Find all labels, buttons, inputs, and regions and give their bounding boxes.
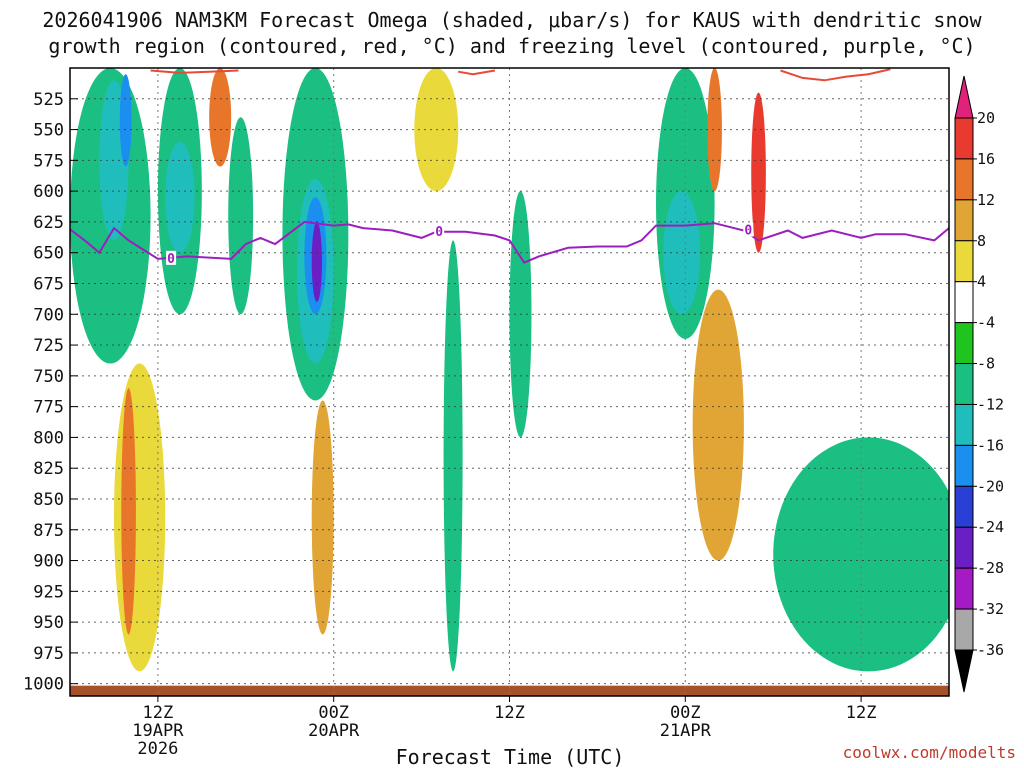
omega-region-downward [121,388,136,635]
y-tick-label: 1000 [23,675,64,695]
y-tick-label: 775 [33,398,64,418]
omega-region-downward [692,289,744,561]
freezing-level-label: 0 [744,224,752,239]
colorbar-bin [954,158,974,201]
chart-title-line2: growth region (contoured, red, °C) and f… [48,34,975,58]
colorbar-label: -16 [977,436,1004,454]
omega-region-upward [311,221,322,302]
y-tick-label: 800 [33,428,64,448]
colorbar-label: -36 [977,641,1004,659]
colorbar-label: -24 [977,518,1004,536]
plot-area [70,68,949,696]
colorbar-bin [954,363,974,405]
y-tick-label: 975 [33,644,64,664]
colorbar-bin [954,567,974,610]
y-tick-label: 850 [33,490,64,510]
colorbar-label: 8 [977,232,986,250]
y-tick-label: 575 [33,151,64,171]
x-tick-label: 12Z [494,703,525,723]
omega-region-downward [751,92,766,253]
colorbar-bin [954,485,974,528]
omega-region-upward [443,240,463,672]
x-tick-label: 20APR [308,721,360,741]
colorbar-bin [954,608,974,651]
colorbar-bin [954,526,974,569]
colorbar-bin [954,444,974,487]
y-tick-label: 750 [33,367,64,387]
colorbar: 20 16 12 8 4 -4 -8 -12 -16 -20 -24 -28 -32 -36 [954,75,1004,693]
x-tick-label: 12Z [846,703,877,723]
colorbar-label: -8 [977,355,995,373]
y-tick-label: 925 [33,582,64,602]
chart-title-line1: 2026041906 NAM3KM Forecast Omega (shaded… [42,8,982,32]
freezing-level-label: 0 [167,252,175,267]
colorbar-bin [954,240,974,283]
omega-region-upward [773,437,949,672]
omega-region-upward [228,117,254,315]
y-tick-label: 650 [33,244,64,264]
x-tick-label: 19APR [132,721,184,741]
colorbar-label: 20 [977,109,995,127]
y-axis: 525 550 575 600 625 650 675 700 725 750 775 800 825 8… [23,90,78,695]
colorbar-label: -28 [977,559,1004,577]
colorbar-label: -20 [977,477,1004,495]
y-tick-label: 525 [33,90,64,110]
colorbar-bin [954,281,974,324]
credit-link[interactable]: coolwx.com/modelts [843,743,1016,762]
y-tick-label: 675 [33,274,64,294]
freezing-label-bg [434,223,445,238]
omega-region-downward [311,400,334,635]
x-axis-title: Forecast Time (UTC) [396,745,625,768]
y-tick-label: 600 [33,182,64,202]
y-tick-label: 725 [33,336,64,356]
grid-lines [70,68,949,696]
dgz-contour-line [780,68,891,82]
ground-surface [70,685,949,696]
y-tick-label: 700 [33,305,64,325]
colorbar-label: -32 [977,600,1004,618]
colorbar-top-arrow [954,75,974,119]
contour-layer: 0 0 0 [70,68,949,267]
freezing-label-bg [743,222,754,237]
colorbar-bin [954,117,974,160]
colorbar-label: 12 [977,191,995,209]
colorbar-bin [954,403,974,446]
colorbar-bin [954,322,974,365]
y-tick-label: 900 [33,552,64,572]
y-tick-label: 875 [33,521,64,541]
colorbar-label: -4 [977,314,995,332]
colorbar-bin [954,199,974,242]
freezing-label-bg [166,250,177,265]
colorbar-label: 4 [977,273,986,291]
x-tick-label: 00Z [670,703,701,723]
freezing-level-label: 0 [435,225,443,240]
dgz-contour-line [458,69,496,76]
dgz-contour-line [150,69,239,74]
omega-region-upward [663,191,700,315]
colorbar-label: -12 [977,395,1004,413]
y-tick-label: 550 [33,121,64,141]
omega-region-upward [119,74,132,167]
y-tick-label: 950 [33,613,64,633]
x-tick-label: 2026 [137,739,178,759]
omega-region-downward [209,68,232,167]
x-tick-label: 21APR [660,721,712,741]
freezing-level-line [70,220,949,264]
y-tick-label: 625 [33,213,64,233]
y-tick-label: 825 [33,459,64,479]
x-tick-label: 00Z [318,703,349,723]
colorbar-label: 16 [977,150,995,168]
x-tick-label: 12Z [143,703,174,723]
omega-region-upward [165,141,195,253]
colorbar-bottom-arrow [954,649,974,693]
